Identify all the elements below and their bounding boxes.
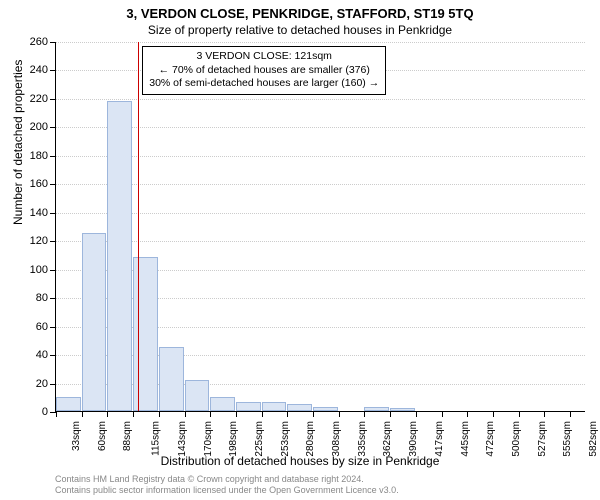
annotation-line-1: 3 VERDON CLOSE: 121sqm [149, 50, 379, 64]
chart-plot-area: 02040608010012014016018020022024026033sq… [55, 42, 585, 412]
x-tick [313, 411, 314, 417]
x-tick-label: 308sqm [331, 421, 342, 457]
x-tick-label: 582sqm [588, 421, 599, 457]
x-tick [570, 411, 571, 417]
x-tick-label: 500sqm [511, 421, 522, 457]
x-tick [339, 411, 340, 417]
chart-title-sub: Size of property relative to detached ho… [0, 21, 600, 37]
x-tick-label: 472sqm [485, 421, 496, 457]
histogram-bar [107, 101, 132, 411]
gridline [56, 42, 585, 43]
histogram-bar [262, 402, 287, 411]
gridline [56, 156, 585, 157]
x-tick-label: 445sqm [459, 421, 470, 457]
x-tick [262, 411, 263, 417]
x-tick [133, 411, 134, 417]
annotation-line-2: ← 70% of detached houses are smaller (37… [149, 64, 379, 78]
x-tick-label: 198sqm [228, 421, 239, 457]
x-tick-label: 33sqm [71, 421, 82, 451]
y-tick-label: 20 [36, 378, 56, 390]
gridline [56, 241, 585, 242]
reference-line [138, 42, 139, 411]
x-tick-label: 362sqm [382, 421, 393, 457]
footer-line-2: Contains public sector information licen… [55, 485, 399, 496]
x-tick [287, 411, 288, 417]
x-tick [544, 411, 545, 417]
x-tick [210, 411, 211, 417]
x-tick [390, 411, 391, 417]
y-tick-label: 200 [30, 121, 56, 133]
x-tick-label: 88sqm [122, 421, 133, 451]
x-tick [493, 411, 494, 417]
histogram-bar [56, 397, 81, 411]
y-tick-label: 220 [30, 93, 56, 105]
histogram-bar [236, 402, 261, 411]
gridline [56, 127, 585, 128]
histogram-bar [313, 407, 338, 411]
y-axis-title: Number of detached properties [11, 60, 25, 225]
x-tick-label: 115sqm [151, 421, 162, 456]
y-tick-label: 260 [30, 36, 56, 48]
x-tick [416, 411, 417, 417]
annotation-line-3: 30% of semi-detached houses are larger (… [149, 77, 379, 91]
x-tick [159, 411, 160, 417]
histogram-bar [82, 233, 107, 411]
histogram-bar [287, 404, 312, 411]
y-tick-label: 0 [42, 406, 56, 418]
footer-line-1: Contains HM Land Registry data © Crown c… [55, 474, 399, 485]
x-tick-label: 555sqm [562, 421, 573, 457]
y-tick-label: 80 [36, 292, 56, 304]
y-tick-label: 240 [30, 64, 56, 76]
x-tick [467, 411, 468, 417]
gridline [56, 184, 585, 185]
gridline [56, 213, 585, 214]
x-tick-label: 170sqm [202, 421, 213, 457]
x-tick [185, 411, 186, 417]
gridline [56, 99, 585, 100]
chart-title-main: 3, VERDON CLOSE, PENKRIDGE, STAFFORD, ST… [0, 0, 600, 21]
y-tick-label: 160 [30, 178, 56, 190]
y-tick-label: 100 [30, 264, 56, 276]
histogram-bar [159, 347, 184, 411]
y-tick-label: 140 [30, 207, 56, 219]
annotation-box: 3 VERDON CLOSE: 121sqm← 70% of detached … [142, 46, 386, 95]
x-tick [107, 411, 108, 417]
x-tick-label: 417sqm [434, 421, 445, 457]
x-tick-label: 390sqm [408, 421, 419, 457]
histogram-bar [185, 380, 210, 411]
histogram-bar [210, 397, 235, 411]
x-tick-label: 143sqm [177, 421, 188, 457]
y-tick-label: 180 [30, 150, 56, 162]
x-tick-label: 60sqm [97, 421, 108, 451]
histogram-bar [390, 408, 415, 411]
x-tick-label: 225sqm [254, 421, 265, 457]
x-tick [442, 411, 443, 417]
x-axis-title: Distribution of detached houses by size … [0, 454, 600, 468]
x-tick-label: 280sqm [305, 421, 316, 457]
y-tick-label: 60 [36, 321, 56, 333]
histogram-bar [133, 257, 158, 411]
x-tick [236, 411, 237, 417]
x-tick-label: 253sqm [279, 421, 290, 457]
y-tick-label: 120 [30, 235, 56, 247]
x-tick [364, 411, 365, 417]
histogram-bar [364, 407, 389, 411]
x-tick [519, 411, 520, 417]
footer-attribution: Contains HM Land Registry data © Crown c… [55, 474, 399, 496]
x-tick-label: 527sqm [536, 421, 547, 457]
y-tick-label: 40 [36, 349, 56, 361]
x-tick-label: 335sqm [357, 421, 368, 457]
x-tick [56, 411, 57, 417]
x-tick [82, 411, 83, 417]
